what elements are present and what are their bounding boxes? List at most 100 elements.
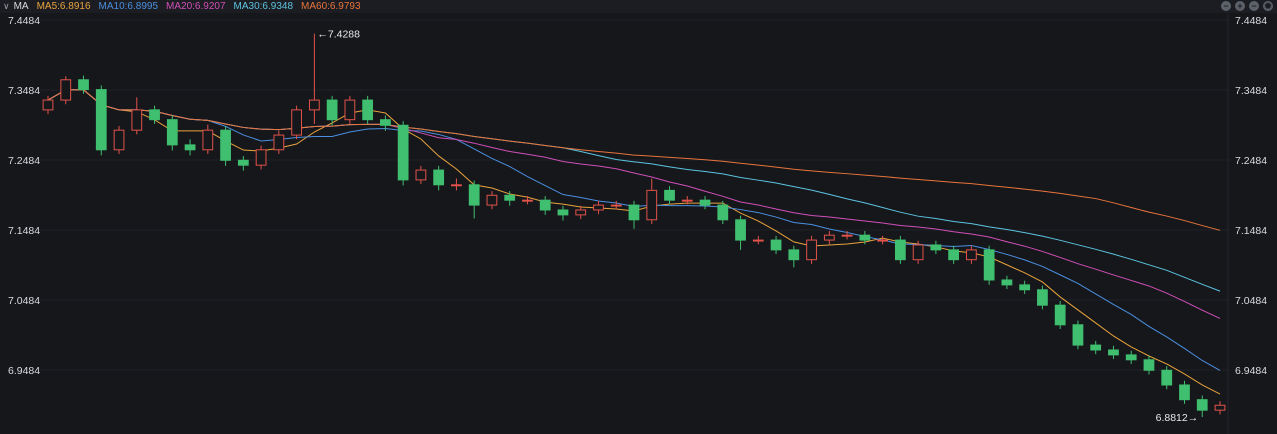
candle[interactable] xyxy=(717,200,729,224)
candle[interactable] xyxy=(752,235,764,245)
candle-body xyxy=(486,194,498,206)
candle[interactable] xyxy=(184,139,196,156)
candle[interactable] xyxy=(42,95,54,115)
candle-body xyxy=(451,184,462,187)
candle[interactable] xyxy=(912,240,924,264)
candle[interactable] xyxy=(593,200,604,215)
candle-body xyxy=(1001,279,1013,286)
candle[interactable] xyxy=(166,115,178,151)
candle-body xyxy=(948,249,960,261)
candle[interactable] xyxy=(451,178,462,191)
candle-body xyxy=(1108,349,1119,356)
candle-body xyxy=(326,99,338,121)
candle[interactable] xyxy=(78,75,89,94)
candle[interactable] xyxy=(362,95,374,124)
candle-body xyxy=(841,234,853,237)
candle[interactable] xyxy=(1196,395,1208,418)
candle[interactable] xyxy=(344,95,356,124)
candle[interactable] xyxy=(610,200,622,210)
candle[interactable] xyxy=(877,235,888,245)
candle[interactable] xyxy=(1214,401,1226,415)
candle[interactable] xyxy=(1143,355,1155,375)
candle[interactable] xyxy=(788,245,800,268)
candle[interactable] xyxy=(273,130,285,154)
candle[interactable] xyxy=(202,124,214,154)
legend-ma-0: MA5:6.8916 xyxy=(36,1,91,12)
candle[interactable] xyxy=(326,95,338,126)
candle[interactable] xyxy=(681,195,693,205)
candle[interactable] xyxy=(380,115,391,131)
candle[interactable] xyxy=(1161,366,1173,390)
candle[interactable] xyxy=(894,235,906,264)
max-price-label: ←7.4288 xyxy=(317,29,360,41)
candle[interactable] xyxy=(149,105,160,124)
gear-icon[interactable]: ✹ xyxy=(1263,1,1273,11)
candle[interactable] xyxy=(983,245,995,285)
y-axis: 7.4484 7.4484 7.3484 7.3484 7.2484 7.2484 7.14… xyxy=(8,15,1267,377)
candle[interactable] xyxy=(557,205,569,221)
candle[interactable] xyxy=(930,240,942,255)
candle[interactable] xyxy=(770,235,782,255)
candle[interactable] xyxy=(486,191,498,210)
candle[interactable] xyxy=(255,145,267,170)
y-tick-left: 7.1484 xyxy=(8,225,40,237)
candle[interactable] xyxy=(823,230,835,245)
y-tick-left: 7.3484 xyxy=(8,85,40,97)
candle-body xyxy=(557,209,569,216)
candle[interactable] xyxy=(1090,340,1102,355)
candle[interactable] xyxy=(646,178,658,224)
candle[interactable] xyxy=(415,165,427,185)
candle-body xyxy=(504,194,516,201)
candle[interactable] xyxy=(1054,300,1066,329)
candle[interactable] xyxy=(699,195,711,210)
y-tick-right: 7.3484 xyxy=(1235,85,1267,97)
candle-body xyxy=(859,234,871,241)
minus-icon[interactable]: − xyxy=(1249,1,1259,11)
candle[interactable] xyxy=(539,195,551,215)
candle[interactable] xyxy=(664,186,675,205)
collapse-chevron-icon[interactable]: ∨ xyxy=(3,1,10,11)
candle-body xyxy=(220,129,231,161)
candle[interactable] xyxy=(948,245,960,264)
candle[interactable] xyxy=(220,125,231,166)
candle[interactable] xyxy=(397,121,409,186)
candle-body xyxy=(42,99,54,111)
candle[interactable] xyxy=(1001,275,1013,290)
candle[interactable] xyxy=(60,76,72,105)
candle[interactable] xyxy=(735,215,746,250)
candle-body xyxy=(877,239,888,242)
candle[interactable] xyxy=(291,105,302,140)
candle[interactable] xyxy=(113,125,125,154)
candle[interactable] xyxy=(966,245,977,264)
candle-body xyxy=(1019,284,1031,291)
zoom-in-icon[interactable]: + xyxy=(1235,1,1245,11)
zoom-out-icon[interactable]: − xyxy=(1221,1,1231,11)
candle[interactable] xyxy=(1179,380,1190,404)
legend-ma-4: MA60:6.9793 xyxy=(301,1,361,12)
candle-body xyxy=(1214,404,1226,411)
candle-body xyxy=(912,244,924,261)
candle-body xyxy=(1143,359,1155,371)
candle[interactable] xyxy=(628,200,640,229)
candle[interactable] xyxy=(1125,350,1137,364)
candle[interactable] xyxy=(131,97,143,135)
candle[interactable] xyxy=(308,33,320,124)
candle[interactable] xyxy=(1072,320,1084,350)
candle[interactable] xyxy=(468,180,480,219)
candle[interactable] xyxy=(806,235,817,264)
candle[interactable] xyxy=(522,195,533,205)
candle[interactable] xyxy=(433,165,445,191)
candle[interactable] xyxy=(575,205,587,220)
candle[interactable] xyxy=(95,85,107,156)
candle[interactable] xyxy=(504,191,516,206)
candle[interactable] xyxy=(1019,280,1031,294)
candle[interactable] xyxy=(859,230,871,245)
candle[interactable] xyxy=(1108,345,1119,360)
candle[interactable] xyxy=(1037,285,1048,310)
candle-body xyxy=(273,134,285,151)
candle-body xyxy=(646,189,658,221)
candle[interactable] xyxy=(841,230,853,240)
y-tick-left: 7.4484 xyxy=(8,15,40,27)
candle[interactable] xyxy=(237,156,249,171)
